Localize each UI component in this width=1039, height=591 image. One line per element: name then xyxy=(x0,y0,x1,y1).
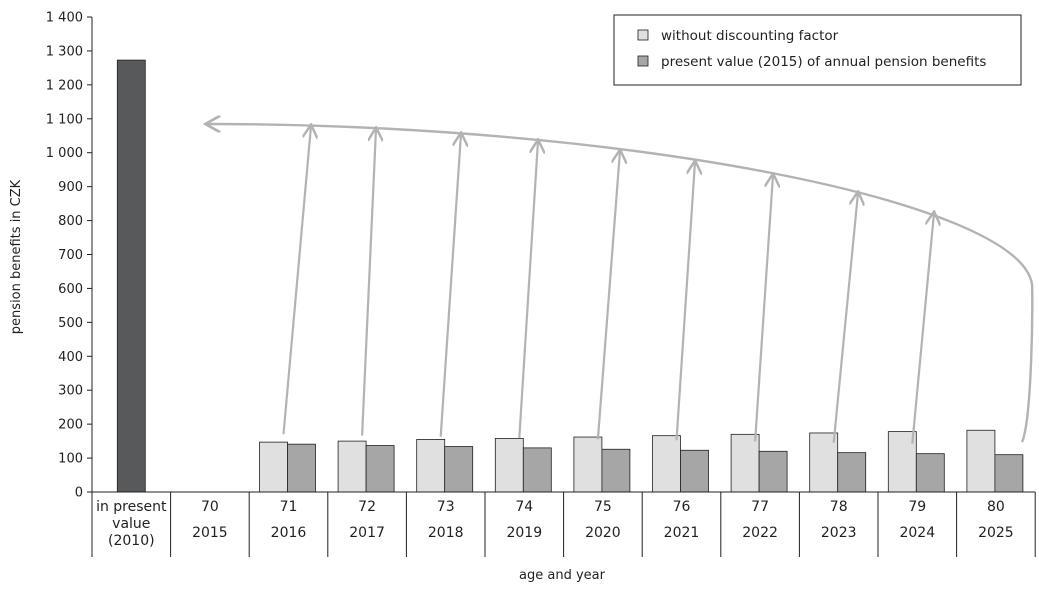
legend: without discounting factor present value… xyxy=(613,14,1022,86)
x-category-label: 77 xyxy=(751,499,769,515)
y-tick-label: 600 xyxy=(58,282,83,297)
x-category-label: value xyxy=(112,516,150,532)
discount-arrow xyxy=(754,175,773,442)
y-tick-label: 1 100 xyxy=(46,112,83,127)
y-tick-label: 500 xyxy=(58,316,83,331)
y-tick-label: 200 xyxy=(58,418,83,433)
legend-box xyxy=(613,14,1022,86)
x-year-label: 2023 xyxy=(821,525,857,541)
x-year-label: 2025 xyxy=(978,525,1014,541)
x-year-label: 2016 xyxy=(271,525,307,541)
discount-arrow xyxy=(361,129,376,436)
bar-without-discounting xyxy=(573,436,603,493)
y-tick-label: 700 xyxy=(58,248,83,263)
bar-present-value xyxy=(365,445,395,493)
y-axis-title: pension benefits in CZK xyxy=(9,179,24,334)
bar-without-discounting xyxy=(416,439,446,493)
x-year-label: 2015 xyxy=(192,525,228,541)
bar-present-value xyxy=(522,447,552,493)
x-category-label: (2010) xyxy=(108,533,155,549)
y-tick-label: 1 400 xyxy=(46,11,83,26)
discount-arrow xyxy=(518,141,538,438)
y-tick-label: 0 xyxy=(75,486,83,501)
x-category-label: 75 xyxy=(594,499,612,515)
x-year-label: 2021 xyxy=(664,525,700,541)
x-category-label: 73 xyxy=(437,499,455,515)
discount-arrow xyxy=(596,151,620,440)
discount-arrow xyxy=(832,193,858,443)
x-axis-title: age and year xyxy=(519,568,606,583)
y-tick-label: 300 xyxy=(58,384,83,399)
legend-label-present-value: present value (2015) of annual pension b… xyxy=(661,54,986,70)
x-category-label: 79 xyxy=(908,499,926,515)
bar-present-value-2010 xyxy=(116,59,146,493)
x-year-label: 2018 xyxy=(428,525,464,541)
bar-without-discounting xyxy=(259,441,288,493)
y-tick-label: 400 xyxy=(58,350,83,365)
x-year-label: 2024 xyxy=(899,525,935,541)
x-category-label: 72 xyxy=(358,499,376,515)
bar-without-discounting xyxy=(809,432,839,493)
y-tick-label: 1 300 xyxy=(46,44,83,59)
x-year-label: 2020 xyxy=(585,525,621,541)
legend-swatch-present-value xyxy=(637,55,649,67)
x-year-label: 2017 xyxy=(349,525,385,541)
bar-without-discounting xyxy=(652,435,681,493)
legend-label-without-discounting: without discounting factor xyxy=(661,28,839,44)
plot-area xyxy=(116,59,1024,493)
legend-swatch-without-discounting xyxy=(637,29,649,41)
discount-arrow xyxy=(911,213,934,444)
x-category-label: 80 xyxy=(987,499,1005,515)
y-tick-label: 900 xyxy=(58,180,83,195)
bar-without-discounting xyxy=(966,429,996,493)
x-category-label: 70 xyxy=(201,499,219,515)
y-axis: 0 100 200 300 400 500 600 700 800 900 1 000 1 100 1 … xyxy=(46,11,93,501)
x-category-label: 71 xyxy=(280,499,298,515)
x-category-label: 78 xyxy=(830,499,848,515)
y-tick-label: 1 200 xyxy=(46,78,83,93)
x-category-label: 74 xyxy=(515,499,533,515)
bar-present-value xyxy=(680,449,709,493)
bar-present-value xyxy=(915,453,945,493)
y-tick-label: 800 xyxy=(58,214,83,229)
bar-without-discounting xyxy=(337,440,367,493)
bar-present-value xyxy=(758,450,788,493)
discount-arrow xyxy=(675,162,696,441)
discount-arrow xyxy=(439,134,461,437)
discount-arrow xyxy=(282,126,312,435)
discount-arrows xyxy=(207,124,1034,444)
bar-without-discounting xyxy=(730,433,760,493)
bar-present-value xyxy=(287,443,316,493)
bar-without-discounting xyxy=(494,437,524,493)
bar-present-value xyxy=(994,454,1024,493)
curved-arrow-to-present-value xyxy=(207,124,1034,443)
bar-present-value xyxy=(444,446,474,493)
x-category-label: in present xyxy=(96,499,167,515)
bar-present-value xyxy=(601,448,631,493)
y-tick-label: 100 xyxy=(58,452,83,467)
x-year-label: 2019 xyxy=(506,525,542,541)
y-tick-label: 1 000 xyxy=(46,146,83,161)
x-category-label: 76 xyxy=(673,499,691,515)
x-year-label: 2022 xyxy=(742,525,778,541)
bar-present-value xyxy=(837,452,867,493)
